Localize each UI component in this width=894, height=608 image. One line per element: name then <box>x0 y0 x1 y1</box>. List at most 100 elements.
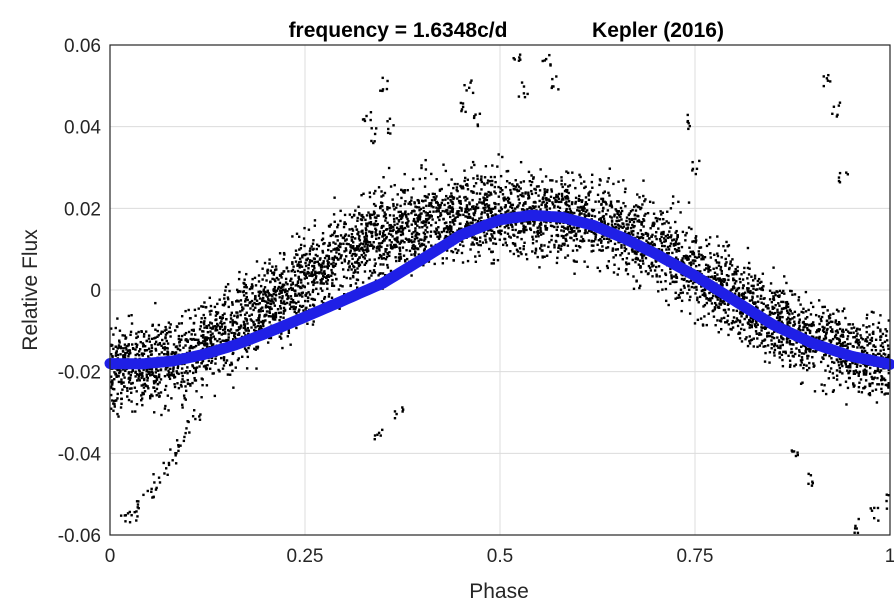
data-point <box>865 326 868 329</box>
data-point <box>191 371 195 375</box>
data-point <box>437 210 441 213</box>
data-point <box>746 288 749 291</box>
data-point <box>857 338 860 342</box>
data-point <box>503 197 506 201</box>
data-point <box>384 228 388 231</box>
data-point <box>616 273 619 276</box>
data-point <box>665 248 668 251</box>
data-point <box>701 255 704 258</box>
data-point <box>345 238 348 241</box>
data-point <box>244 304 247 307</box>
data-point <box>613 213 616 216</box>
data-point <box>339 242 342 246</box>
data-point <box>848 369 852 373</box>
data-point <box>632 250 635 253</box>
data-point <box>434 197 437 200</box>
data-point <box>529 183 533 187</box>
data-point <box>123 376 126 379</box>
data-point <box>834 319 838 322</box>
data-point <box>716 277 719 280</box>
data-point <box>212 335 215 338</box>
data-point <box>371 271 374 275</box>
data-point <box>716 235 719 238</box>
data-point <box>329 234 332 238</box>
data-point <box>282 300 286 303</box>
data-point <box>822 311 825 315</box>
data-point <box>448 204 452 208</box>
data-point <box>512 187 516 191</box>
data-point <box>332 213 336 216</box>
data-point <box>130 400 133 403</box>
data-point <box>198 365 201 368</box>
data-point <box>280 276 283 279</box>
data-point <box>638 220 641 223</box>
data-point <box>386 263 389 267</box>
data-point <box>358 249 361 252</box>
data-point <box>817 299 821 302</box>
data-point <box>314 253 318 257</box>
data-point <box>212 343 215 346</box>
data-point <box>785 341 789 344</box>
data-point <box>210 361 213 365</box>
data-point <box>271 300 274 303</box>
data-point <box>743 328 746 332</box>
data-point <box>165 339 168 343</box>
data-point <box>411 209 414 213</box>
data-point <box>131 381 134 385</box>
data-point <box>332 248 335 251</box>
data-point <box>669 207 673 210</box>
data-point <box>313 273 317 276</box>
data-point <box>563 183 567 186</box>
data-point <box>351 227 354 231</box>
data-point <box>483 208 486 212</box>
data-point <box>373 224 376 227</box>
data-point <box>536 255 539 259</box>
data-point <box>887 384 890 387</box>
data-point <box>451 208 454 211</box>
data-point <box>202 333 205 337</box>
data-point <box>144 349 147 352</box>
data-point <box>491 164 494 167</box>
data-point <box>662 217 665 221</box>
data-point <box>734 270 738 274</box>
data-point <box>359 218 363 221</box>
data-point <box>264 319 267 322</box>
data-point <box>274 299 277 302</box>
data-point <box>719 265 723 269</box>
data-point <box>719 320 723 323</box>
data-point <box>705 297 708 300</box>
data-point <box>799 364 802 367</box>
data-point <box>386 221 389 224</box>
data-point <box>184 389 188 393</box>
data-point <box>822 330 826 334</box>
data-point <box>563 242 566 245</box>
data-point <box>844 363 848 366</box>
data-point <box>769 334 772 338</box>
data-point <box>590 180 594 184</box>
data-point <box>429 234 432 238</box>
data-point <box>325 276 328 280</box>
data-point <box>336 248 339 251</box>
data-point <box>424 211 427 214</box>
data-point <box>365 224 368 227</box>
data-point <box>137 373 140 377</box>
data-point <box>680 299 684 303</box>
data-point <box>298 285 302 289</box>
data-point <box>628 212 631 215</box>
data-point <box>471 221 474 224</box>
data-point <box>226 373 230 376</box>
data-point <box>771 307 774 311</box>
data-point <box>416 224 419 227</box>
data-point <box>568 207 571 210</box>
data-point <box>264 294 268 297</box>
data-point <box>368 215 372 218</box>
data-point <box>161 346 165 350</box>
data-point <box>740 327 743 331</box>
data-point <box>713 301 717 305</box>
data-point <box>459 213 462 217</box>
data-point <box>608 194 611 197</box>
data-point <box>883 353 887 356</box>
data-point <box>733 270 736 274</box>
data-point <box>137 350 141 353</box>
data-point <box>333 230 336 233</box>
